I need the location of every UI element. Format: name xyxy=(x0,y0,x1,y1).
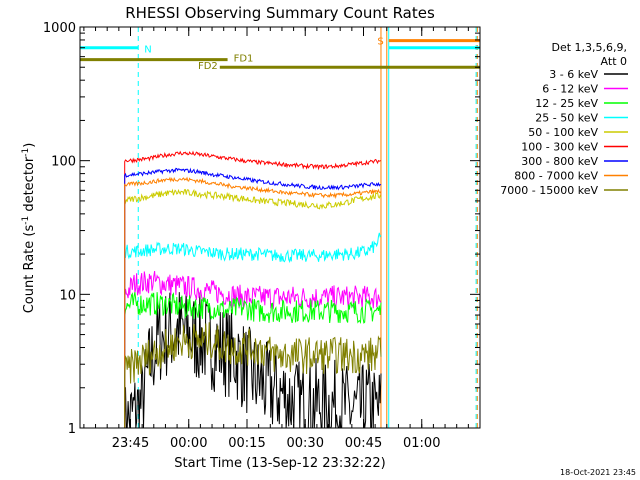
flag-label-s: S xyxy=(377,37,383,48)
x-tick-label-3: 00:15 xyxy=(228,436,265,451)
legend-label-2: 6 - 12 keV xyxy=(542,83,598,96)
series-line-5 xyxy=(124,188,382,428)
flag-label-n: N xyxy=(144,45,151,56)
footer-timestamp: 18-Oct-2021 23:45 xyxy=(560,468,636,477)
x-axis-label: Start Time (13-Sep-12 23:32:22) xyxy=(174,456,385,471)
y-tick-label-1: 1 xyxy=(68,422,76,437)
legend-label-4: 25 - 50 keV xyxy=(535,112,598,125)
x-tick-label-2: 00:00 xyxy=(170,436,207,451)
legend-label-7: 300 - 800 keV xyxy=(521,155,598,168)
vertical-markers xyxy=(79,27,478,428)
y-tick-label-2: 10 xyxy=(59,288,76,303)
series-line-2 xyxy=(124,271,382,428)
y-axis: 1 10 100 1000 xyxy=(43,21,480,437)
chart-title: RHESSI Observing Summary Count Rates xyxy=(125,4,435,22)
series-line-8 xyxy=(124,176,382,428)
legend-label-3: 12 - 25 keV xyxy=(535,97,598,110)
y-tick-label-3: 100 xyxy=(51,155,76,170)
flag-label-fd1: FD1 xyxy=(234,54,254,65)
series-line-7 xyxy=(124,167,382,428)
x-tick-label-4: 00:30 xyxy=(287,436,324,451)
flag-label-fd2: FD2 xyxy=(198,61,218,72)
x-axis: 23:45 00:00 00:15 00:30 00:45 01:00 xyxy=(83,27,481,451)
y-tick-label-4: 1000 xyxy=(43,21,76,36)
x-tick-label-6: 01:00 xyxy=(403,436,440,451)
legend-label-1: 3 - 6 keV xyxy=(549,68,598,81)
legend: Det 1,3,5,6,9, Att 0 3 - 6 keV 6 - 12 keV… xyxy=(500,41,628,197)
series-line-6 xyxy=(124,150,382,428)
series-lines xyxy=(124,150,382,429)
y-axis-label: Count Rate (s-1 detector-1) xyxy=(21,143,37,314)
x-tick-label-1: 23:45 xyxy=(112,436,149,451)
plot-frame xyxy=(79,26,481,429)
x-tick-label-5: 00:45 xyxy=(345,436,382,451)
legend-label-8: 800 - 7000 keV xyxy=(514,170,598,183)
legend-label-6: 100 - 300 keV xyxy=(521,141,598,154)
legend-header-line-2: Att 0 xyxy=(601,55,627,68)
flag-lines: N FD1 FD2 S xyxy=(80,37,480,72)
legend-label-9: 7000 - 15000 keV xyxy=(500,184,598,197)
legend-label-5: 50 - 100 keV xyxy=(528,126,598,139)
series-line-3 xyxy=(124,292,382,428)
legend-header-line-1: Det 1,3,5,6,9, xyxy=(551,41,627,54)
series-line-9 xyxy=(124,322,382,428)
series-line-4 xyxy=(124,232,382,428)
